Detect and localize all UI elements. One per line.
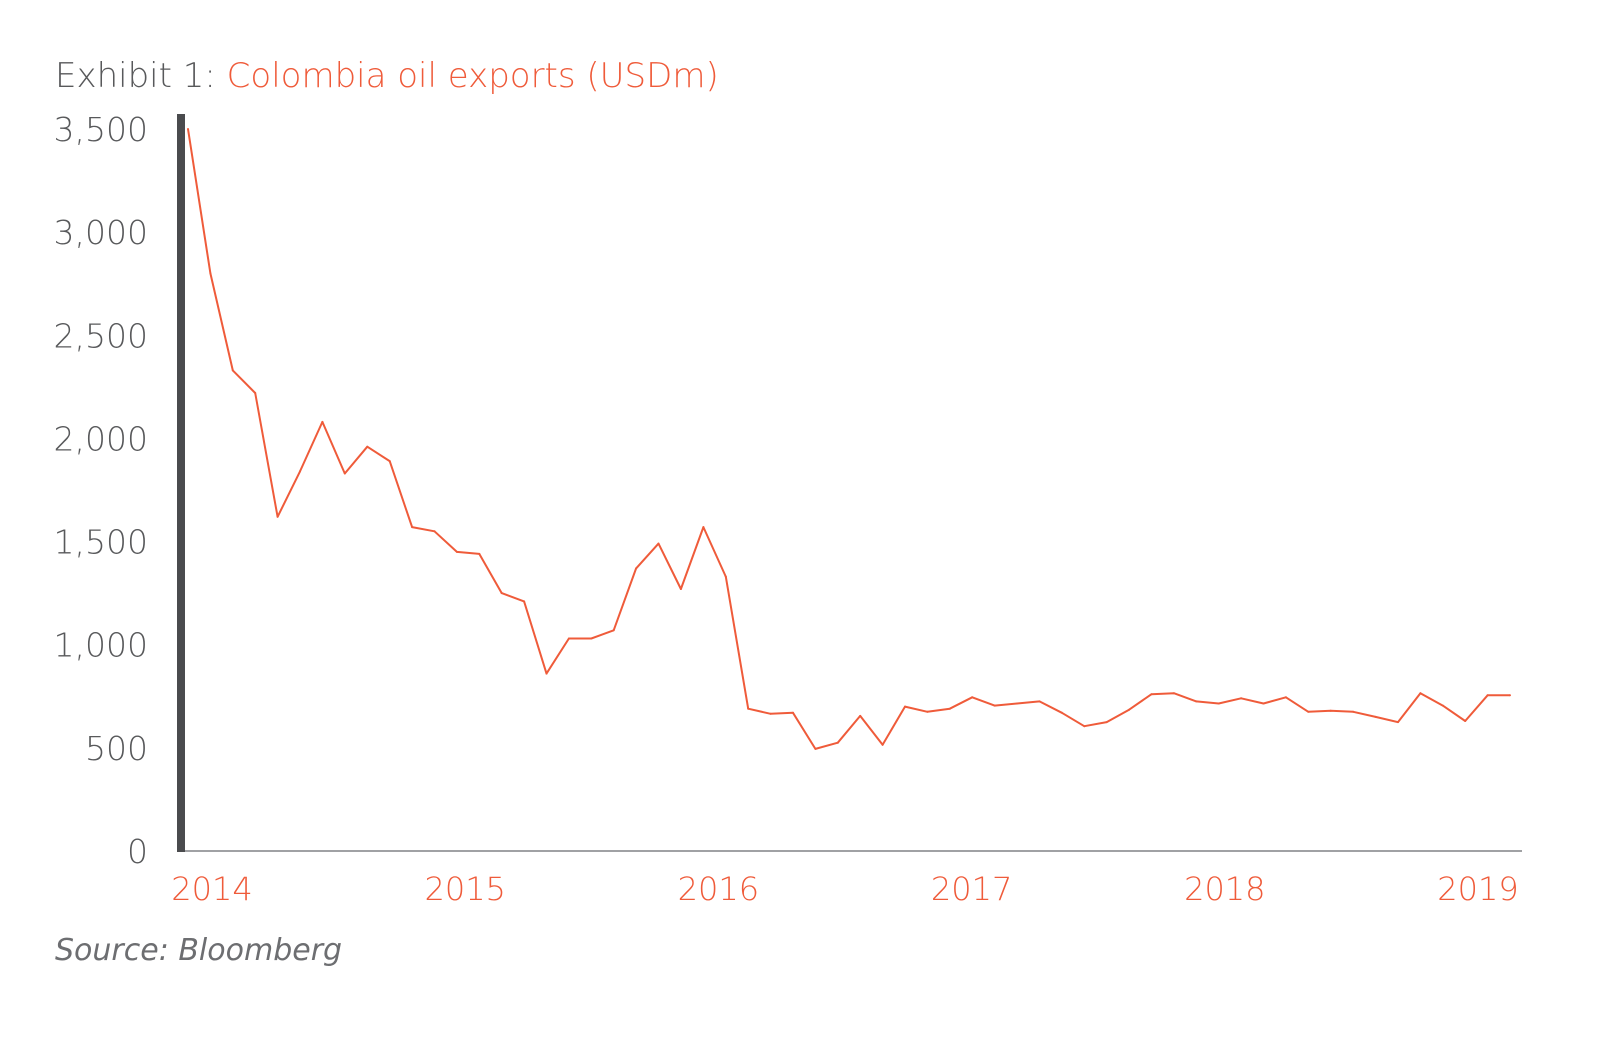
data-point (657, 542, 660, 545)
data-point (1374, 715, 1377, 718)
data-point (1262, 702, 1265, 705)
data-point (1038, 700, 1041, 703)
data-point (993, 704, 996, 707)
data-point (724, 575, 727, 578)
data-point (635, 567, 638, 570)
data-point (702, 526, 705, 529)
y-tick-label: 1,500 (54, 523, 148, 562)
data-point (836, 741, 839, 744)
data-point (411, 526, 414, 529)
data-point (187, 128, 189, 130)
source-note: Source: Bloomberg (55, 933, 342, 968)
data-point (1150, 693, 1153, 696)
data-point (1284, 696, 1287, 699)
y-tick-label: 500 (85, 729, 148, 768)
x-tick-label: 2014 (171, 870, 252, 908)
chart-title: Exhibit 1: Colombia oil exports (USDm) (55, 56, 719, 96)
data-point (590, 637, 593, 640)
data-point (1509, 694, 1511, 697)
data-point (904, 705, 906, 708)
data-point (948, 707, 951, 710)
data-point (881, 743, 884, 746)
data-point (276, 515, 279, 518)
y-tick-label: 3,000 (54, 213, 148, 252)
data-point (366, 445, 369, 448)
y-tick-label: 1,000 (54, 626, 148, 665)
data-point (1195, 700, 1198, 703)
data-point (1060, 711, 1063, 714)
data-point (1307, 710, 1310, 713)
data-point (769, 712, 772, 715)
data-point (545, 672, 548, 675)
data-point (1419, 692, 1422, 695)
data-point (478, 552, 481, 555)
data-point (254, 392, 257, 394)
data-point (747, 707, 750, 710)
y-tick-label: 2,000 (54, 419, 148, 458)
chart-title-prefix: Exhibit 1: (55, 56, 227, 96)
data-point (1441, 704, 1444, 707)
x-tick-label: 2015 (424, 870, 505, 908)
data-point (1329, 709, 1332, 712)
data-point (1397, 721, 1399, 724)
data-point (343, 472, 346, 475)
data-point (679, 588, 682, 590)
data-point (1105, 721, 1108, 724)
data-point (455, 550, 458, 553)
data-point (792, 711, 794, 714)
data-point (567, 637, 570, 640)
y-tick-label: 2,500 (54, 316, 148, 355)
data-point (1464, 720, 1467, 722)
data-point (231, 369, 234, 372)
data-point (523, 600, 526, 603)
series-line (187, 128, 1510, 750)
x-tick-label: 2017 (931, 870, 1012, 908)
data-point (1352, 710, 1355, 713)
data-point (500, 592, 503, 595)
y-tick-label: 3,500 (54, 110, 148, 149)
x-tick-label: 2019 (1437, 870, 1518, 908)
chart-title-main: Colombia oil exports (USDm) (227, 56, 719, 96)
data-point (612, 629, 615, 632)
data-point (1083, 725, 1086, 728)
data-point (299, 470, 301, 473)
data-point (388, 460, 391, 463)
data-point (1016, 702, 1019, 705)
data-point (433, 530, 436, 533)
x-tick-label: 2016 (678, 870, 759, 908)
data-point (209, 272, 212, 275)
data-point (926, 710, 929, 713)
data-point (1240, 697, 1243, 700)
y-axis-tick-labels: 0 500 1,000 1,500 2,000 2,500 3,000 3,500 (54, 110, 148, 871)
data-point (971, 696, 974, 699)
data-point (1128, 708, 1131, 711)
data-point (814, 747, 817, 750)
data-point (321, 420, 324, 423)
data-point (1217, 702, 1220, 705)
x-axis-tick-labels: 2014 2015 2016 2017 2018 2019 (171, 870, 1518, 908)
x-tick-label: 2018 (1184, 870, 1265, 908)
data-point (1172, 692, 1175, 695)
y-tick-label: 0 (127, 832, 148, 871)
data-point (859, 714, 862, 717)
series-points (187, 128, 1511, 750)
data-point (1486, 694, 1489, 697)
